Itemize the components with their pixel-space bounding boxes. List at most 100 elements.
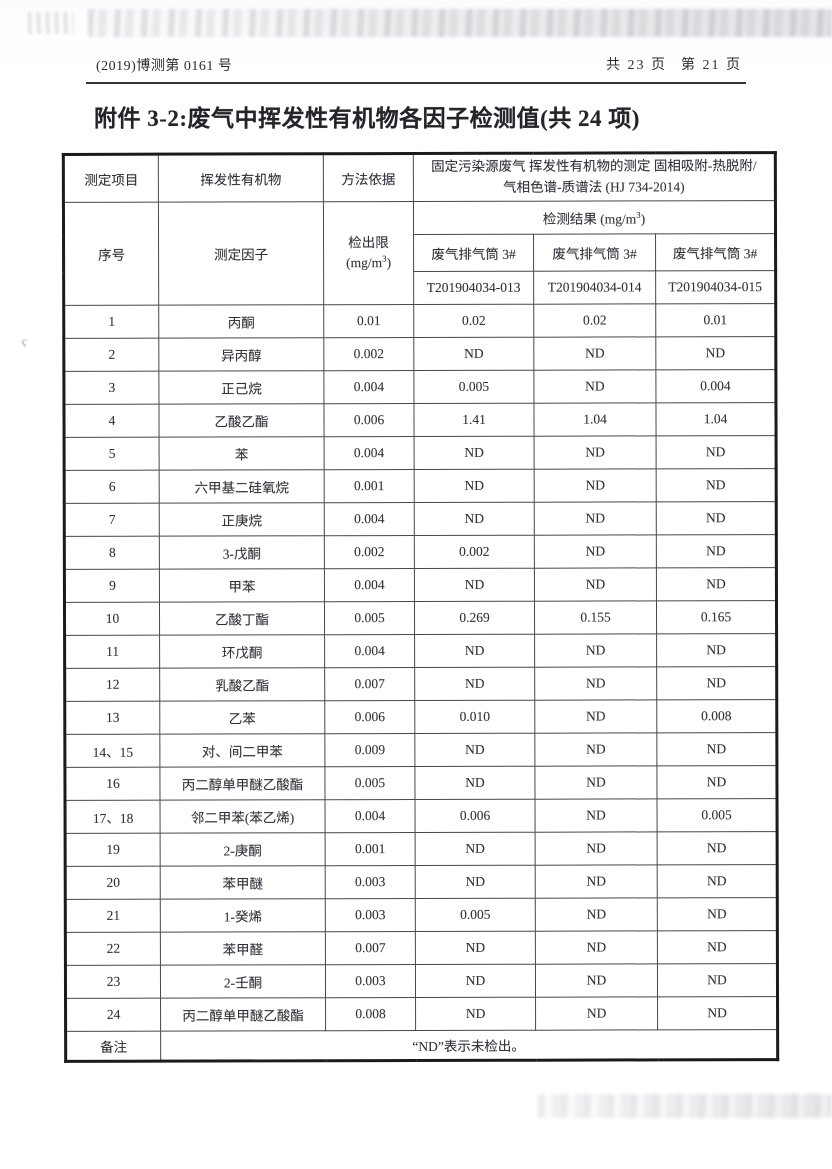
row-factor: 环戊酮	[159, 634, 325, 669]
row-limit: 0.009	[324, 733, 415, 767]
row-result: ND	[656, 468, 777, 502]
note-row: 备注 “ND”表示未检出。	[65, 1029, 778, 1062]
row-factor: 正庚烷	[159, 502, 325, 537]
row-result: 0.010	[414, 700, 535, 734]
method-line-2: 气相色谱-质谱法 (HJ 734-2014)	[503, 179, 685, 195]
row-result: 1.04	[533, 402, 657, 437]
row-result: 0.155	[534, 600, 657, 635]
sample-code: T201904034-015	[655, 270, 776, 304]
row-result: ND	[414, 667, 535, 701]
row-factor: 苯甲醛	[160, 931, 326, 966]
row-result: ND	[534, 435, 657, 470]
table-row: 22 苯甲醛 0.007 ND ND ND	[65, 930, 778, 966]
row-result: ND	[657, 831, 778, 865]
sample-code: T201904034-013	[413, 271, 534, 305]
scan-noise-top-left	[28, 12, 74, 34]
row-result: 0.005	[415, 898, 536, 932]
row-result: ND	[656, 501, 777, 535]
header-voc: 挥发性有机物	[158, 153, 324, 203]
row-result: ND	[657, 897, 778, 931]
row-result: 0.165	[656, 600, 777, 634]
row-result: 0.269	[414, 601, 535, 635]
row-result: ND	[534, 732, 657, 767]
row-no: 22	[65, 932, 161, 966]
row-limit: 0.003	[325, 865, 416, 899]
table-body: 1 丙酮 0.01 0.02 0.02 0.01 2 异丙醇 0.002 ND …	[63, 303, 778, 1032]
table-row: 4 乙酸乙酯 0.006 1.41 1.04 1.04	[63, 402, 777, 438]
row-factor: 2-壬酮	[160, 964, 326, 999]
row-result: ND	[657, 930, 778, 964]
row-no: 5	[64, 437, 160, 471]
row-limit: 0.004	[324, 436, 415, 470]
row-result: ND	[414, 469, 535, 503]
row-limit: 0.002	[323, 337, 414, 371]
row-result: 0.02	[413, 304, 534, 338]
row-result: 0.002	[414, 535, 535, 569]
row-result: ND	[657, 864, 778, 898]
row-result: ND	[534, 567, 657, 602]
row-result: 1.04	[655, 402, 777, 436]
row-result: 0.006	[415, 799, 536, 833]
row-factor: 六甲基二硅氧烷	[159, 469, 325, 504]
row-factor: 正己烷	[158, 370, 324, 405]
row-result: ND	[657, 963, 778, 997]
page-current: 第 21 页	[681, 58, 742, 73]
table-row: 24 丙二醇单甲醚乙酸酯 0.008 ND ND ND	[65, 996, 778, 1032]
row-result: 0.005	[657, 798, 778, 832]
row-result: ND	[414, 733, 535, 767]
header-divider	[86, 82, 746, 84]
row-factor: 甲苯	[159, 568, 325, 603]
row-factor: 丙二醇单甲醚乙酸酯	[159, 766, 326, 801]
row-no: 3	[63, 371, 159, 405]
row-result: ND	[414, 766, 536, 800]
row-limit: 0.003	[325, 898, 416, 932]
row-limit: 0.004	[324, 502, 415, 536]
scan-noise-bottom-right	[538, 1094, 832, 1118]
table-row: 10 乙酸丁酯 0.005 0.269 0.155 0.165	[64, 600, 777, 636]
row-result: 1.41	[413, 403, 535, 437]
row-result: ND	[414, 568, 535, 602]
row-result: ND	[415, 964, 536, 998]
row-result: ND	[414, 502, 535, 536]
header-method-standard: 固定污染源废气 挥发性有机物的测定 固相吸附-热脱附/ 气相色谱-质谱法 (HJ…	[413, 152, 776, 202]
table-row: 12 乳酸乙酯 0.007 ND ND ND	[64, 666, 777, 702]
row-result: ND	[415, 997, 536, 1031]
row-result: ND	[655, 336, 776, 370]
row-factor: 异丙醇	[158, 337, 324, 372]
table-row: 2 异丙醇 0.002 ND ND ND	[63, 336, 776, 372]
table-header-row-1: 测定项目 挥发性有机物 方法依据 固定污染源废气 挥发性有机物的测定 固相吸附-…	[63, 152, 776, 203]
row-result: 0.005	[413, 370, 534, 404]
row-factor: 苯甲醚	[160, 865, 326, 900]
table-row: 23 2-壬酮 0.003 ND ND ND	[65, 963, 778, 999]
table-row: 3 正己烷 0.004 0.005 ND 0.004	[63, 369, 776, 405]
row-limit: 0.004	[324, 568, 415, 602]
table-row: 16 丙二醇单甲醚乙酸酯 0.005 ND ND ND	[64, 765, 778, 801]
table-row: 7 正庚烷 0.004 ND ND ND	[64, 501, 777, 537]
sample-point: 废气排气筒 3#	[533, 233, 656, 272]
row-result: ND	[656, 633, 777, 667]
row-no: 24	[65, 998, 161, 1032]
row-result: ND	[414, 436, 535, 470]
header-results: 检测结果 (mg/m3)	[413, 200, 776, 235]
row-result: ND	[535, 930, 658, 965]
row-factor: 邻二甲苯(苯乙烯)	[160, 799, 326, 834]
row-no: 8	[64, 536, 160, 570]
scan-smudge: ς	[20, 333, 29, 349]
row-factor: 1-癸烯	[160, 898, 326, 933]
row-factor: 乙酸丁酯	[159, 601, 325, 636]
note-label: 备注	[65, 1031, 161, 1062]
row-result: 0.01	[655, 303, 776, 337]
row-result: ND	[656, 732, 777, 766]
sample-point: 废气排气筒 3#	[655, 233, 776, 271]
limit-label: 检出限	[348, 234, 389, 250]
note-text: “ND”表示未检出。	[160, 1029, 778, 1062]
table-row: 17、18 邻二甲苯(苯乙烯) 0.004 0.006 ND 0.005	[65, 798, 778, 834]
header-seq-no: 序号	[63, 202, 159, 306]
sample-code: T201904034-014	[533, 270, 656, 305]
row-result: ND	[414, 634, 535, 668]
row-no: 21	[65, 899, 161, 933]
row-limit: 0.002	[324, 535, 415, 569]
row-result: ND	[534, 765, 658, 800]
page-title: 附件 3-2:废气中挥发性有机物各因子检测值(共 24 项)	[94, 106, 640, 131]
